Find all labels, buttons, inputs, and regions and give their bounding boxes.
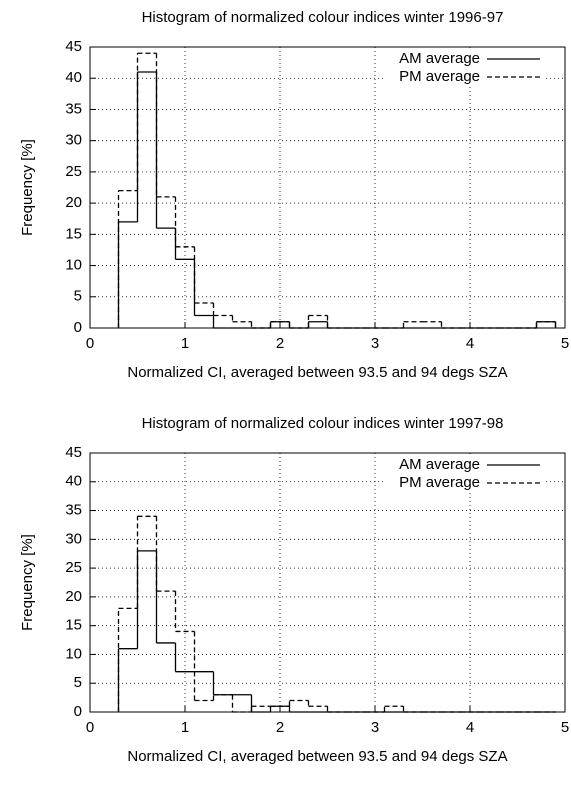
chart-title: Histogram of normalized colour indices w… xyxy=(142,415,504,432)
x-tick-label: 4 xyxy=(466,335,474,352)
legend-bg xyxy=(385,457,545,474)
y-tick-label: 10 xyxy=(65,257,82,274)
x-tick-label: 4 xyxy=(466,719,474,736)
y-tick-label: 40 xyxy=(65,69,82,86)
y-tick-label: 35 xyxy=(65,100,82,117)
y-axis-label: Frequency [%] xyxy=(19,534,36,631)
x-axis-label: Normalized CI, averaged between 93.5 and… xyxy=(127,364,507,381)
y-tick-label: 45 xyxy=(65,38,82,55)
y-tick-label: 15 xyxy=(65,225,82,242)
x-tick-label: 5 xyxy=(561,719,569,736)
y-tick-label: 25 xyxy=(65,559,82,576)
y-axis-label: Frequency [%] xyxy=(19,139,36,236)
x-tick-label: 2 xyxy=(276,335,284,352)
x-tick-label: 1 xyxy=(181,719,189,736)
x-tick-label: 2 xyxy=(276,719,284,736)
y-tick-label: 35 xyxy=(65,502,82,519)
chart-title: Histogram of normalized colour indices w… xyxy=(142,9,504,26)
plot-frame xyxy=(89,452,566,713)
legend-label: AM average xyxy=(399,456,480,473)
y-tick-label: 0 xyxy=(74,703,82,720)
legend-bg xyxy=(385,475,545,492)
y-tick-label: 30 xyxy=(65,132,82,149)
y-tick-label: 15 xyxy=(65,617,82,634)
legend-label: PM average xyxy=(399,68,480,85)
legend-label: PM average xyxy=(399,474,480,491)
legend-bg xyxy=(385,69,545,86)
y-tick-label: 5 xyxy=(74,674,82,691)
x-tick-label: 3 xyxy=(371,719,379,736)
legend-bg xyxy=(385,51,545,68)
y-tick-label: 5 xyxy=(74,288,82,305)
legend-label: AM average xyxy=(399,50,480,67)
y-tick-label: 0 xyxy=(74,319,82,336)
x-tick-label: 3 xyxy=(371,335,379,352)
y-tick-label: 30 xyxy=(65,530,82,547)
y-tick-label: 20 xyxy=(65,588,82,605)
x-tick-label: 1 xyxy=(181,335,189,352)
x-tick-label: 5 xyxy=(561,335,569,352)
x-tick-label: 0 xyxy=(86,335,94,352)
y-tick-label: 20 xyxy=(65,194,82,211)
x-tick-label: 0 xyxy=(86,719,94,736)
y-tick-label: 40 xyxy=(65,473,82,490)
y-tick-label: 45 xyxy=(65,444,82,461)
y-tick-label: 25 xyxy=(65,163,82,180)
x-axis-label: Normalized CI, averaged between 93.5 and… xyxy=(127,748,507,765)
y-tick-label: 10 xyxy=(65,645,82,662)
plot-frame xyxy=(89,46,566,329)
